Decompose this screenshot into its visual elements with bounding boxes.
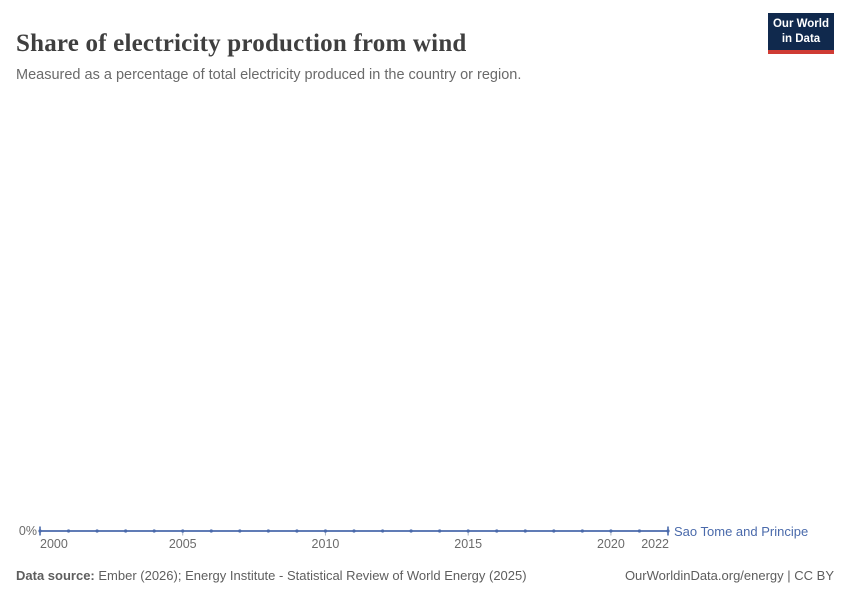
data-point-marker xyxy=(124,529,128,533)
owid-logo-line1: Our World xyxy=(772,18,829,30)
data-point-marker xyxy=(438,529,442,533)
data-point-marker xyxy=(380,529,385,533)
owid-logo-line2: in Data xyxy=(781,32,821,45)
data-point-marker xyxy=(38,529,42,533)
x-tick-label: 2020 xyxy=(597,537,625,551)
y-axis-tick-label: 0% xyxy=(18,524,37,538)
series-label-sao-tome-and-principe[interactable]: Sao Tome and Principe xyxy=(674,524,809,539)
data-point-marker xyxy=(266,529,270,533)
data-point-marker xyxy=(352,529,356,533)
chart-title: Share of electricity production from win… xyxy=(16,29,467,57)
data-point-marker xyxy=(466,529,470,533)
owid-license-link[interactable]: OurWorldinData.org/energy | CC BY xyxy=(624,568,834,583)
data-point-marker xyxy=(152,529,156,533)
data-point-marker xyxy=(409,529,413,533)
data-point-marker xyxy=(209,529,213,533)
x-tick-label: 2005 xyxy=(168,537,197,551)
data-point-marker xyxy=(666,529,670,533)
data-point-marker xyxy=(637,529,642,533)
data-point-marker xyxy=(95,529,99,533)
owid-logo: Our World in Data xyxy=(768,13,834,54)
data-point-marker xyxy=(323,529,328,533)
data-point-marker xyxy=(609,529,613,533)
x-axis: 2000 2005 2010 2015 2020 2022 xyxy=(0,537,850,553)
data-source-label: Data source: xyxy=(16,568,95,583)
data-point-marker xyxy=(181,529,185,533)
x-tick-label: 2000 xyxy=(40,537,68,551)
data-point-marker xyxy=(552,529,556,533)
data-point-marker xyxy=(523,529,527,533)
data-point-marker xyxy=(66,529,71,533)
x-tick-label: 2022 xyxy=(641,537,669,551)
data-source-text: Ember (2026); Energy Institute - Statist… xyxy=(94,568,527,583)
x-tick-label: 2010 xyxy=(311,537,340,551)
data-source-note: Data source: Ember (2026); Energy Instit… xyxy=(16,568,527,583)
data-point-marker xyxy=(495,529,499,533)
data-point-marker xyxy=(580,529,584,533)
data-point-marker xyxy=(295,529,299,533)
data-point-marker xyxy=(238,529,242,533)
chart-subtitle: Measured as a percentage of total electr… xyxy=(16,66,522,83)
chart-footer: Data source: Ember (2026); Energy Instit… xyxy=(16,568,834,583)
x-tick-label: 2015 xyxy=(454,537,483,551)
